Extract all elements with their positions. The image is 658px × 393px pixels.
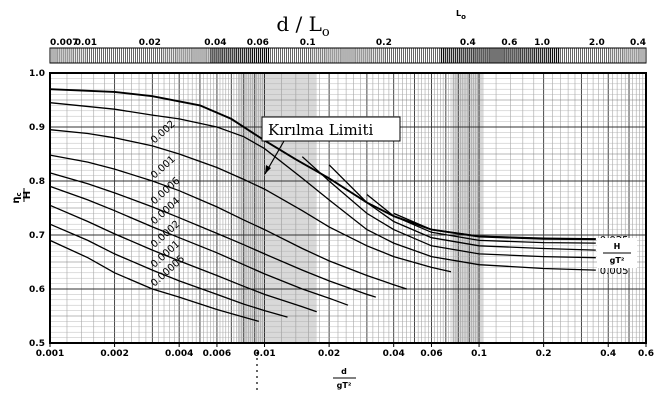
x-tick-label: 0.02 <box>318 349 340 359</box>
plot-frame <box>49 72 647 344</box>
x-tick-label: 0.4 <box>600 349 616 359</box>
y-tick-label: 0.6 <box>29 285 45 295</box>
svg-text:gT²: gT² <box>610 256 625 265</box>
top-axis-label: 0.06 <box>247 38 269 48</box>
top-axis-label: 0.4 <box>460 38 476 48</box>
x-tick-label: 0.01 <box>253 349 275 359</box>
y-axis-ticks: 1.0 0.9 0.8 0.7 0.6 0.5 <box>29 69 45 349</box>
breaking-limit-curve <box>49 88 596 241</box>
y-axis-label: ηc H <box>11 188 33 204</box>
top-axis-label: 0.04 <box>204 38 226 48</box>
x-axis-ticks: 0.001 0.002 0.004 0.006 0.01 0.02 0.04 0.06 0.1 0… <box>36 343 654 359</box>
curve-0.0004 <box>49 185 349 306</box>
breaking-limit-annotation: Kırılma Limiti <box>261 116 401 175</box>
top-axis-label: Lo <box>456 9 466 21</box>
svg-text:d: d <box>341 367 347 376</box>
curve-0.005 <box>49 102 596 271</box>
x-tick-label: 0.001 <box>36 349 64 359</box>
top-axis-label: 0.02 <box>139 38 161 48</box>
breaking-limit-line <box>49 88 596 241</box>
legend-header: H gT² <box>597 238 637 268</box>
x-tick-label: 0.06 <box>420 349 442 359</box>
y-tick-label: 0.8 <box>29 177 45 187</box>
y-tick-label: 1.0 <box>29 69 45 79</box>
top-axis-label: 0.007 <box>50 38 78 48</box>
svg-text:Kırılma Limiti: Kırılma Limiti <box>268 121 374 139</box>
curve-0.001 <box>49 154 407 290</box>
curve-label: 0.005 <box>600 266 629 277</box>
y-tick-label: 0.9 <box>29 123 45 133</box>
chart-title: d / Lo <box>276 12 330 40</box>
x-axis-label: d gT² <box>333 367 356 390</box>
svg-text:H: H <box>22 191 33 199</box>
top-axis-label: 0.2 <box>376 38 392 48</box>
top-axis-label: 0.4 <box>630 38 646 48</box>
x-tick-label: 0.6 <box>638 349 654 359</box>
curve-0.0002 <box>49 204 317 313</box>
svg-text:gT²: gT² <box>337 381 352 390</box>
x-tick-label: 0.04 <box>383 349 405 359</box>
x-tick-label: 0.1 <box>471 349 487 359</box>
y-tick-label: 0.5 <box>29 339 45 349</box>
x-tick-label: 0.004 <box>165 349 193 359</box>
curve-0.010 <box>301 156 596 259</box>
top-axis-label: 1.0 <box>534 38 550 48</box>
top-axis-label: 0.1 <box>300 38 316 48</box>
grid <box>49 72 646 344</box>
top-axis-label: 2.0 <box>589 38 605 48</box>
y-tick-label: 0.7 <box>29 231 45 241</box>
x-tick-label: 0.006 <box>203 349 231 359</box>
curve-0.002 <box>49 129 452 273</box>
curve-0.00005 <box>49 239 259 323</box>
svg-text:H: H <box>614 242 621 251</box>
svg-text:ηc: ηc <box>11 192 23 203</box>
x-tick-label: 0.002 <box>100 349 128 359</box>
top-axis-label: 0.01 <box>75 38 97 48</box>
curve-0.020 <box>366 193 596 244</box>
curve-0.0006 <box>49 172 376 298</box>
top-axis-label: 0.6 <box>501 38 517 48</box>
x-tick-label: 0.2 <box>536 349 552 359</box>
curve-0.0001 <box>49 223 288 318</box>
